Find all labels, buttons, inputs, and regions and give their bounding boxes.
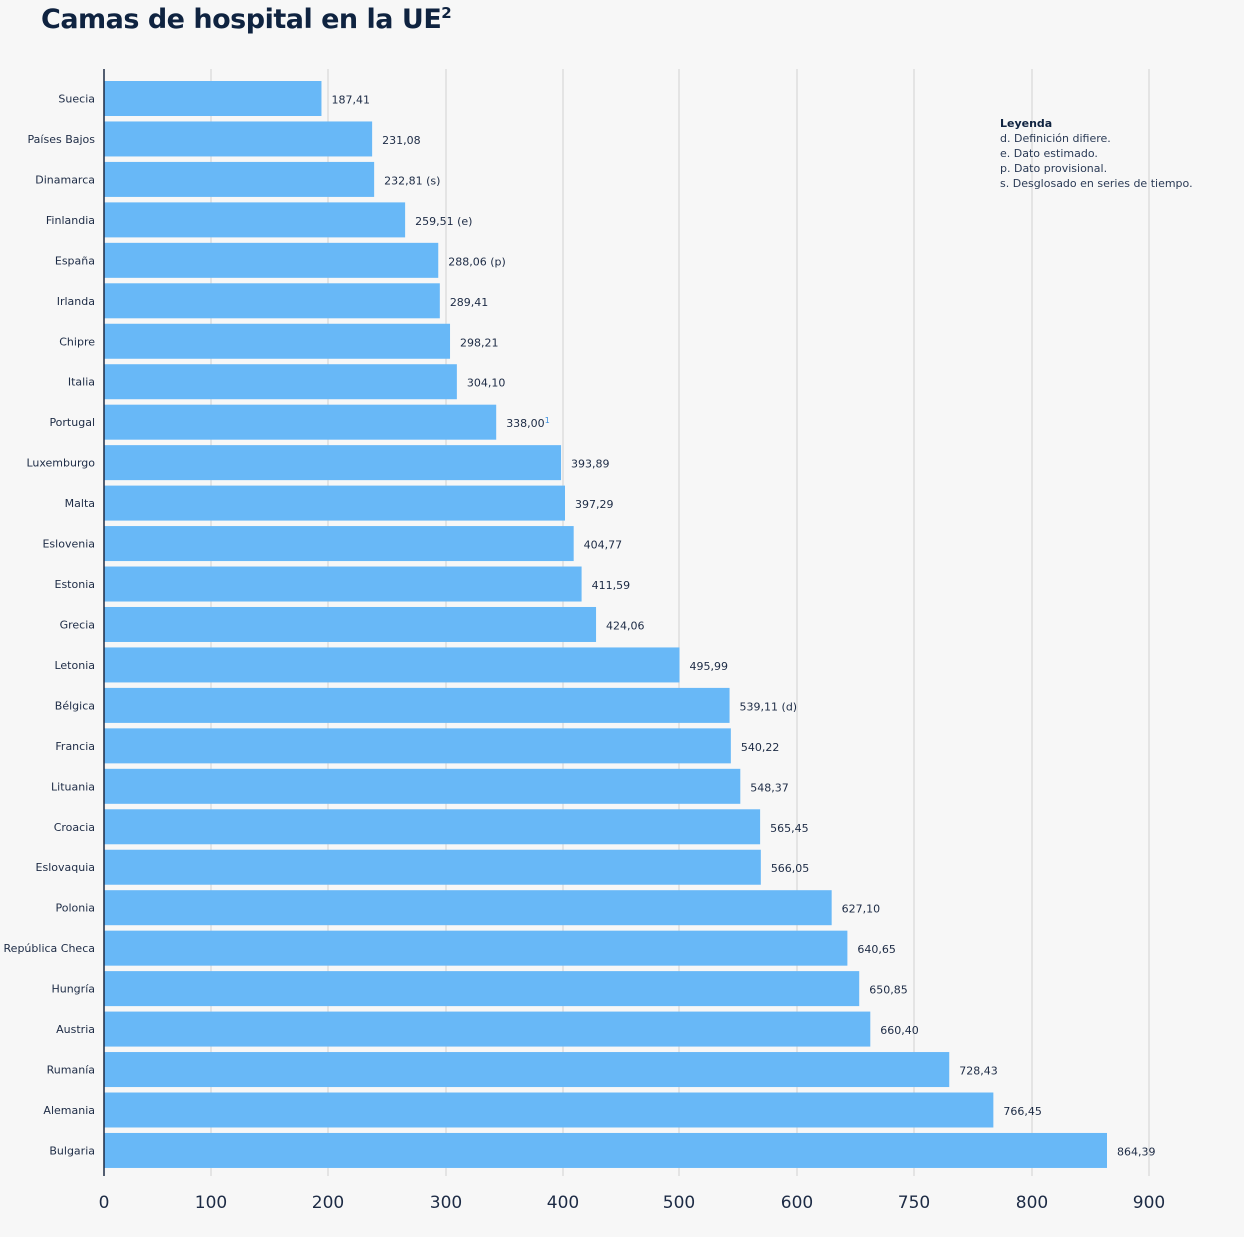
data-label: 259,51 (e) [415, 215, 472, 228]
bar [104, 687, 730, 723]
bar [104, 283, 440, 319]
legend: Leyenda d. Definición difiere. e. Dato e… [1000, 116, 1193, 191]
data-label: 766,45 [1003, 1105, 1042, 1118]
bar [104, 323, 451, 359]
data-label: 627,10 [842, 903, 881, 916]
category-label: España [55, 254, 95, 267]
x-tick-label: 600 [781, 1193, 813, 1213]
x-tick-label: 200 [312, 1193, 344, 1213]
x-tick-label: 0 [99, 1193, 110, 1213]
bar [104, 81, 322, 116]
category-label: Malta [65, 497, 95, 510]
bar [104, 485, 565, 521]
bar [104, 971, 860, 1007]
bar [104, 606, 597, 642]
data-label: 338,001 [506, 416, 550, 430]
bar [104, 404, 497, 440]
data-label: 304,10 [467, 377, 506, 390]
category-label: Bulgaria [49, 1144, 95, 1157]
bar [104, 566, 582, 602]
data-label: 864,39 [1117, 1145, 1156, 1158]
bar [104, 1132, 1107, 1168]
category-label: Grecia [60, 618, 95, 631]
category-label: Bélgica [55, 699, 95, 712]
bar [104, 1092, 994, 1128]
x-tick-label: 500 [663, 1193, 695, 1213]
bar [104, 768, 741, 804]
data-label: 728,43 [959, 1065, 998, 1078]
bar [104, 1052, 950, 1088]
x-tick-label: 100 [195, 1193, 227, 1213]
bar [104, 121, 373, 157]
category-label: Luxemburgo [26, 457, 95, 470]
data-label: 411,59 [592, 579, 631, 592]
bar [104, 647, 680, 683]
chart-title: Camas de hospital en la UE2 [41, 4, 452, 35]
data-label: 298,21 [460, 336, 499, 349]
bar [104, 809, 761, 845]
data-label: 232,81 (s) [384, 174, 440, 187]
data-label: 288,06 (p) [448, 255, 506, 268]
bar [104, 445, 562, 481]
category-label: Letonia [54, 659, 95, 672]
category-label: República Checa [4, 942, 95, 955]
data-label: 231,08 [382, 134, 421, 147]
bar [104, 202, 406, 238]
category-label: Austria [56, 1023, 95, 1036]
data-label: 289,41 [450, 296, 489, 309]
data-label: 424,06 [606, 619, 645, 632]
data-label: 640,65 [857, 943, 896, 956]
data-label: 404,77 [584, 539, 623, 552]
category-label: Francia [55, 740, 95, 753]
data-label: 539,11 (d) [740, 700, 798, 713]
data-label: 397,29 [575, 498, 614, 511]
x-tick-label: 300 [430, 1193, 462, 1213]
legend-item: e. Dato estimado. [1000, 147, 1098, 160]
category-label: Polonia [55, 902, 95, 915]
bar [104, 890, 832, 926]
bar [104, 526, 574, 562]
category-label: Irlanda [57, 295, 95, 308]
bar [104, 364, 457, 400]
data-label: 393,89 [571, 458, 610, 471]
data-label: 548,37 [750, 781, 789, 794]
legend-item: s. Desglosado en series de tiempo. [1000, 177, 1193, 190]
data-label: 565,45 [770, 822, 809, 835]
bar [104, 728, 731, 764]
legend-item: p. Dato provisional. [1000, 162, 1108, 175]
x-tick-label: 900 [1133, 1193, 1165, 1213]
category-label: Eslovaquia [36, 861, 95, 874]
category-label: Hungría [51, 983, 95, 996]
data-label: 495,99 [690, 660, 729, 673]
legend-title: Leyenda [1000, 117, 1053, 130]
data-label: 566,05 [771, 862, 810, 875]
x-tick-label: 400 [547, 1193, 579, 1213]
bar [104, 1011, 871, 1047]
bar [104, 849, 761, 885]
category-label: Croacia [54, 821, 95, 834]
bar [104, 242, 439, 278]
category-label: Países Bajos [28, 133, 96, 146]
category-label: Eslovenia [42, 538, 95, 551]
category-label: Lituania [51, 780, 95, 793]
x-tick-label: 800 [1016, 1193, 1048, 1213]
category-label: Dinamarca [35, 173, 95, 186]
category-label: Rumanía [47, 1064, 95, 1077]
data-label: 540,22 [741, 741, 780, 754]
category-label: Suecia [58, 93, 95, 106]
category-label: Italia [68, 376, 95, 389]
x-tick-label: 750 [898, 1193, 930, 1213]
data-label: 660,40 [880, 1024, 919, 1037]
data-label: 187,41 [331, 94, 370, 107]
category-label: Finlandia [46, 214, 95, 227]
category-label: Portugal [49, 416, 95, 429]
category-label: Estonia [55, 578, 96, 591]
category-label: Chipre [59, 335, 95, 348]
bar [104, 161, 375, 197]
bar [104, 930, 848, 966]
legend-item: d. Definición difiere. [1000, 132, 1111, 145]
data-label: 650,85 [869, 984, 908, 997]
category-label: Alemania [43, 1104, 95, 1117]
